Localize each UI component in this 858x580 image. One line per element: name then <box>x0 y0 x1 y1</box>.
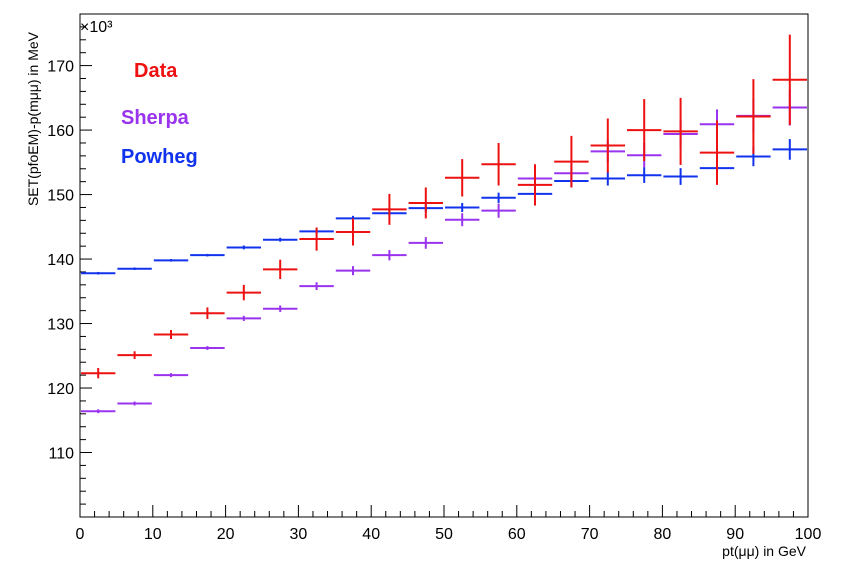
x-tick-label: 50 <box>435 526 453 543</box>
data-point <box>481 192 516 203</box>
data-point <box>263 237 298 242</box>
series-layer <box>81 34 807 414</box>
data-point <box>117 351 152 360</box>
data-point <box>481 142 516 186</box>
legend: Data Sherpa Powheg <box>121 60 198 168</box>
x-tick-label: 20 <box>217 526 235 543</box>
data-point <box>663 97 698 165</box>
x-tick-label: 30 <box>290 526 308 543</box>
data-point <box>335 266 371 276</box>
y-tick-label: 170 <box>47 59 74 76</box>
data-point <box>117 267 152 271</box>
data-point <box>663 168 698 185</box>
y-tick-label: 120 <box>47 381 74 398</box>
y-axis-title: SET(pfoEM)-p(mμμ) in MeV <box>25 31 41 206</box>
data-point <box>299 282 334 291</box>
data-point <box>226 315 261 321</box>
data-point <box>590 171 625 186</box>
data-point <box>263 305 298 312</box>
data-point <box>372 193 407 225</box>
data-point <box>153 329 189 340</box>
data-point <box>445 202 480 212</box>
legend-entry-sherpa: Sherpa <box>121 107 190 129</box>
data-point <box>445 213 480 227</box>
data-point <box>627 99 662 162</box>
data-point <box>481 203 516 218</box>
series-sherpa <box>81 89 807 414</box>
y-tick-label: 150 <box>47 188 74 205</box>
y-tick-label: 140 <box>47 252 74 269</box>
data-point <box>590 118 625 173</box>
x-tick-label: 0 <box>76 526 85 543</box>
data-point <box>335 218 371 246</box>
plot-frame <box>79 13 809 518</box>
y-tick-label: 160 <box>47 123 74 140</box>
data-point <box>772 34 807 125</box>
series-data <box>81 34 807 379</box>
data-point <box>554 135 589 188</box>
data-point <box>226 245 261 250</box>
data-point <box>153 373 189 378</box>
legend-entry-data: Data <box>134 60 178 82</box>
y-tick-label: 110 <box>48 446 74 463</box>
data-point <box>772 139 807 160</box>
data-point <box>81 368 116 379</box>
data-point <box>372 250 407 261</box>
data-point <box>699 120 735 185</box>
x-tick-label: 60 <box>508 526 526 543</box>
data-point <box>226 284 261 301</box>
data-point <box>81 271 116 275</box>
data-point <box>190 307 225 320</box>
data-point <box>190 346 225 350</box>
data-point <box>117 401 152 406</box>
data-point <box>153 259 189 262</box>
data-point <box>408 237 443 249</box>
data-point <box>517 164 553 206</box>
y-tick-label: 130 <box>47 317 74 334</box>
x-tick-label: 40 <box>362 526 380 543</box>
data-point <box>263 259 298 280</box>
x-tick-label: 80 <box>654 526 672 543</box>
x-tick-label: 100 <box>795 526 822 543</box>
x-axis-ticks: 0 10 20 30 40 50 60 70 80 90 100 <box>76 505 822 543</box>
data-point <box>445 159 480 197</box>
legend-entry-powheg: Powheg <box>121 146 198 168</box>
data-point <box>81 409 116 414</box>
data-point <box>190 253 225 257</box>
plot-area-border <box>79 13 809 518</box>
x-tick-label: 10 <box>144 526 162 543</box>
x-axis-title: pt(μμ) in GeV <box>722 543 806 559</box>
y-axis-multiplier: ×10³ <box>80 19 113 36</box>
data-point <box>736 79 771 154</box>
x-tick-label: 90 <box>726 526 744 543</box>
data-point <box>408 187 443 219</box>
data-point <box>299 227 334 251</box>
x-tick-label: 70 <box>581 526 599 543</box>
data-point <box>627 167 662 183</box>
y-axis-ticks: 110 120 130 140 150 160 170 <box>47 26 92 518</box>
